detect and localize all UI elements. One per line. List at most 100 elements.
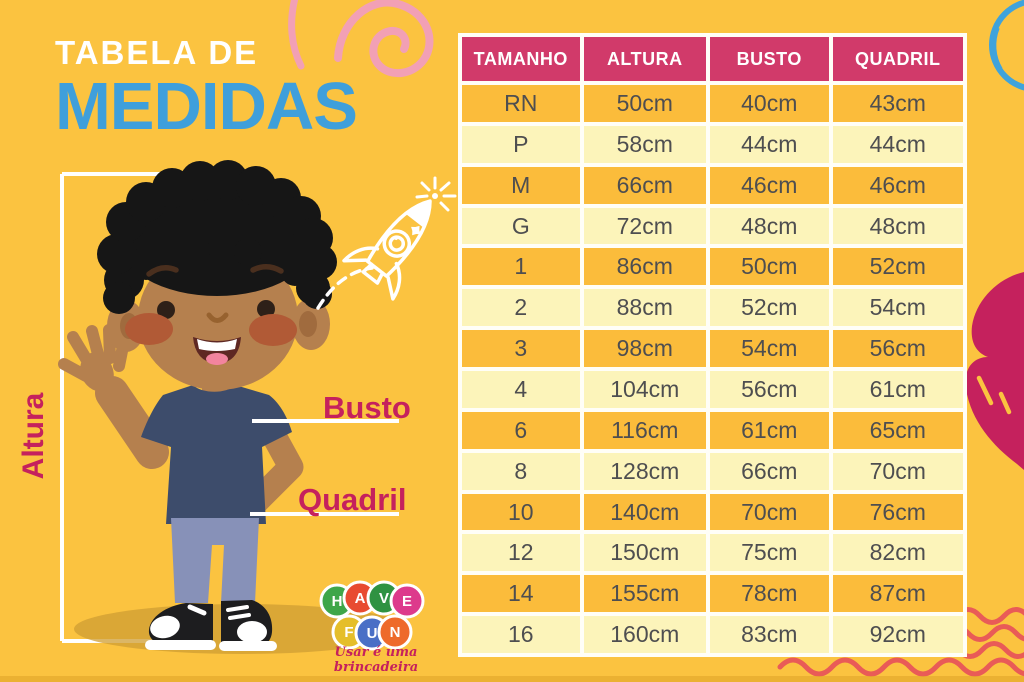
busto-cell: 40cm xyxy=(710,85,829,122)
altura-cell: 155cm xyxy=(583,575,707,613)
table-row: 3 98cm 54cm 56cm xyxy=(462,330,963,368)
logo-letter: H xyxy=(332,593,343,610)
quadril-cell: 44cm xyxy=(832,125,963,163)
logo-letter: N xyxy=(390,624,401,641)
altura-cell: 58cm xyxy=(583,125,707,163)
logo-letter: E xyxy=(402,593,412,610)
table-row: 4 104cm 56cm 61cm xyxy=(462,371,963,408)
altura-cell: 104cm xyxy=(583,371,707,408)
spiral-icon xyxy=(288,0,434,78)
column-header-altura: ALTURA xyxy=(583,37,707,81)
page-title: TABELA DE MEDIDAS xyxy=(55,34,358,144)
busto-cell: 70cm xyxy=(710,493,829,531)
quadril-cell: 48cm xyxy=(832,207,963,245)
size-cell: 14 xyxy=(462,575,580,613)
boy-head xyxy=(97,160,337,390)
size-cell: 1 xyxy=(462,248,580,286)
quadril-cell: 46cm xyxy=(832,166,963,204)
title-line-2: MEDIDAS xyxy=(55,69,358,144)
altura-cell: 160cm xyxy=(583,616,707,654)
sparkle-icon xyxy=(415,176,457,212)
right-sneaker xyxy=(219,600,277,651)
busto-cell: 56cm xyxy=(710,371,829,408)
left-eye xyxy=(157,301,175,319)
right-eye xyxy=(257,300,275,318)
boy-illustration xyxy=(58,160,410,654)
table-row: RN 50cm 40cm 43cm xyxy=(462,85,963,122)
curly-hair xyxy=(97,160,337,314)
size-table: TAMANHO ALTURA BUSTO QUADRIL RN 50cm 40c… xyxy=(458,33,967,657)
quadril-cell: 43cm xyxy=(832,85,963,122)
logo-letter: V xyxy=(379,590,389,607)
table-row: 6 116cm 61cm 65cm xyxy=(462,411,963,449)
logo-tagline: Usar é uma brincadeira xyxy=(333,645,419,675)
column-header-quadril: QUADRIL xyxy=(832,37,963,81)
quadril-cell: 70cm xyxy=(832,452,963,490)
waving-hand xyxy=(58,324,169,469)
size-cell: 6 xyxy=(462,411,580,449)
busto-cell: 75cm xyxy=(710,534,829,572)
height-label: Altura xyxy=(17,392,50,480)
altura-cell: 50cm xyxy=(583,85,707,122)
logo-letter: U xyxy=(367,625,378,642)
altura-cell: 88cm xyxy=(583,289,707,327)
altura-cell: 66cm xyxy=(583,166,707,204)
table-row: 8 128cm 66cm 70cm xyxy=(462,452,963,490)
nose xyxy=(206,312,229,323)
table-row: 14 155cm 78cm 87cm xyxy=(462,575,963,613)
altura-cell: 140cm xyxy=(583,493,707,531)
quadril-cell: 54cm xyxy=(832,289,963,327)
size-cell: RN xyxy=(462,85,580,122)
altura-cell: 116cm xyxy=(583,411,707,449)
logo-letter: F xyxy=(344,624,353,641)
size-cell: 3 xyxy=(462,330,580,368)
logo-ball xyxy=(377,614,413,650)
table-header-row: TAMANHO ALTURA BUSTO QUADRIL xyxy=(462,37,963,81)
altura-cell: 128cm xyxy=(583,452,707,490)
quadril-cell: 65cm xyxy=(832,411,963,449)
quadril-cell: 76cm xyxy=(832,493,963,531)
quadril-cell: 92cm xyxy=(832,616,963,654)
bust-label: Busto xyxy=(323,390,411,425)
logo-ball xyxy=(389,583,425,619)
quadril-cell: 52cm xyxy=(832,248,963,286)
size-cell: 12 xyxy=(462,534,580,572)
busto-cell: 78cm xyxy=(710,575,829,613)
table-row: P 58cm 44cm 44cm xyxy=(462,125,963,163)
size-cell: M xyxy=(462,166,580,204)
logo-letter: A xyxy=(355,590,366,607)
rocket-icon xyxy=(316,176,457,310)
table-row: 2 88cm 52cm 54cm xyxy=(462,289,963,327)
size-cell: 8 xyxy=(462,452,580,490)
size-cell: P xyxy=(462,125,580,163)
circle-doodle-icon xyxy=(989,0,1024,91)
left-cheek xyxy=(125,313,173,345)
busto-cell: 83cm xyxy=(710,616,829,654)
size-cell: 16 xyxy=(462,616,580,654)
busto-cell: 46cm xyxy=(710,166,829,204)
busto-cell: 50cm xyxy=(710,248,829,286)
size-cell: 10 xyxy=(462,493,580,531)
busto-cell: 54cm xyxy=(710,330,829,368)
table-row: M 66cm 46cm 46cm xyxy=(462,166,963,204)
column-header-busto: BUSTO xyxy=(710,37,829,81)
left-sneaker xyxy=(145,603,216,650)
bottom-edge-shade xyxy=(0,676,1024,682)
quadril-cell: 56cm xyxy=(832,330,963,368)
altura-cell: 98cm xyxy=(583,330,707,368)
smiling-mouth xyxy=(193,337,241,365)
title-line-1: TABELA DE xyxy=(55,34,259,71)
busto-cell: 48cm xyxy=(710,207,829,245)
altura-cell: 86cm xyxy=(583,248,707,286)
busto-cell: 61cm xyxy=(710,411,829,449)
hip-label: Quadril xyxy=(298,482,407,517)
size-cell: 4 xyxy=(462,371,580,408)
altura-cell: 72cm xyxy=(583,207,707,245)
table-row: 16 160cm 83cm 92cm xyxy=(462,616,963,654)
heart-brush-icon xyxy=(965,272,1024,470)
altura-cell: 150cm xyxy=(583,534,707,572)
table-row: 10 140cm 70cm 76cm xyxy=(462,493,963,531)
table-row: 12 150cm 75cm 82cm xyxy=(462,534,963,572)
